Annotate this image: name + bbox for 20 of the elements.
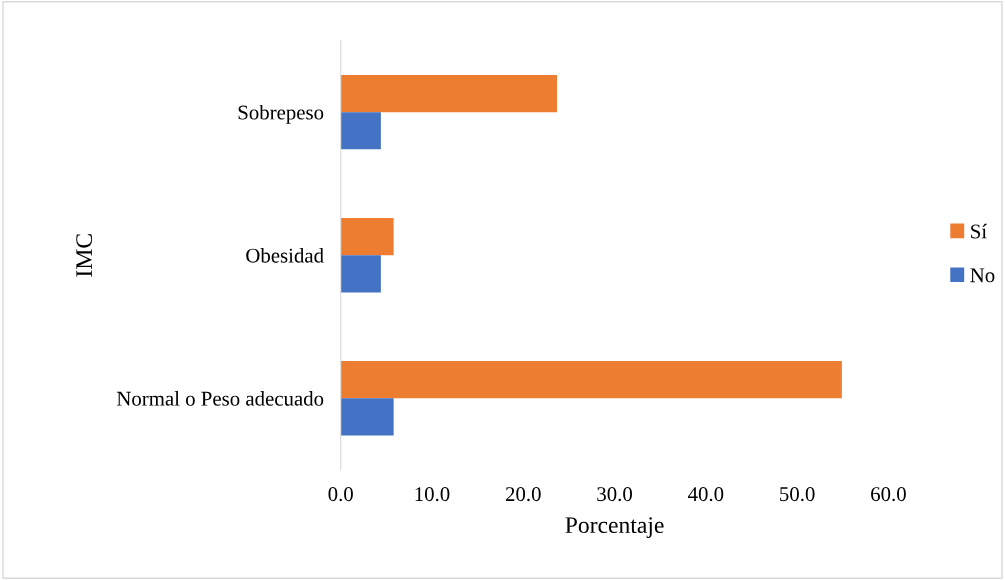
x-tick-label: 20.0 [505,487,541,502]
y-tick-label: Normal o Peso adecuado [116,391,324,406]
legend-label: No [970,268,995,283]
x-tick-label: 60.0 [871,487,906,502]
x-tick-label: 30.0 [597,487,632,502]
y-tick-label: Sobrepeso [238,104,324,124]
x-tick-label: 50.0 [780,487,815,502]
x-tick-label: 0.0 [328,487,353,502]
x-tick-label: 40.0 [688,487,724,502]
bar [340,398,394,436]
y-axis-title: IMC [76,234,93,277]
y-tick-label: Obesidad [246,247,324,263]
x-axis-title: Porcentaje [565,517,664,538]
bar [340,255,381,293]
bar [340,112,381,150]
bar [340,218,394,256]
x-tick-label: 10.0 [415,487,450,502]
bar [340,74,558,113]
legend-label: Sí [971,223,987,239]
bar [340,361,842,399]
